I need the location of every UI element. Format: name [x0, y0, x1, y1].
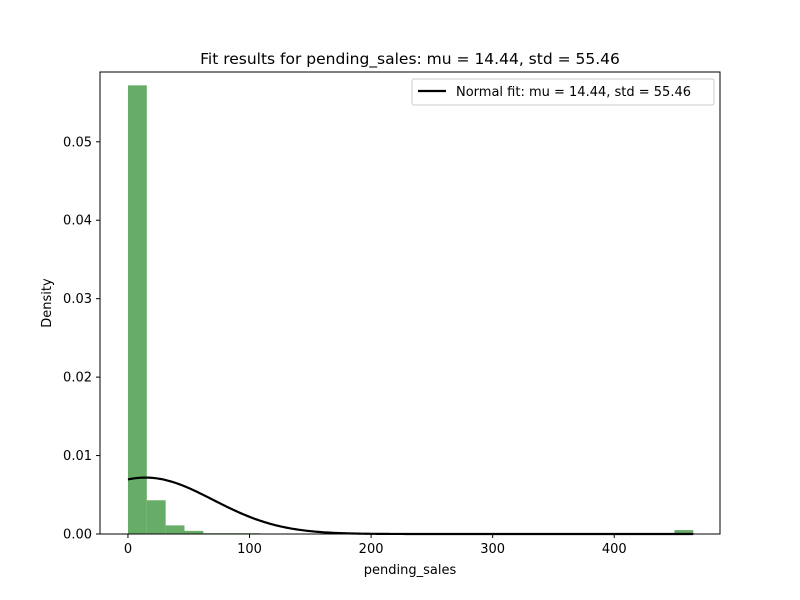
histogram-bar	[184, 530, 204, 534]
y-tick-label: 0.04	[63, 214, 92, 229]
histogram-bar	[127, 85, 147, 534]
x-tick-label: 400	[602, 542, 627, 557]
y-tick-label: 0.05	[63, 135, 92, 150]
legend-box	[411, 78, 715, 106]
x-tick-label: 0	[124, 542, 132, 557]
x-tick-label: 200	[359, 542, 384, 557]
y-axis-ticks: 0.00 0.01 0.02 0.03 0.04 0.05	[63, 135, 100, 543]
histogram-bars	[127, 85, 694, 534]
y-tick-label: 0.01	[63, 449, 92, 464]
x-axis-ticks: 0 100 200 300 400	[124, 534, 627, 557]
y-tick-label: 0.02	[63, 371, 92, 386]
x-axis-label: pending_sales	[364, 563, 457, 578]
x-tick-label: 100	[237, 542, 262, 557]
y-tick-label: 0.03	[63, 292, 92, 307]
legend: Normal fit: mu = 14.44, std = 55.46	[411, 78, 715, 106]
y-axis-label: Density	[40, 278, 55, 328]
histogram-bar	[146, 500, 166, 534]
histogram-bar	[674, 530, 694, 534]
plot-area-frame	[99, 71, 721, 535]
chart-title: Fit results for pending_sales: mu = 14.4…	[200, 50, 620, 69]
y-tick-label: 0.00	[63, 528, 92, 543]
x-tick-label: 300	[480, 542, 505, 557]
legend-label: Normal fit: mu = 14.44, std = 55.46	[456, 85, 691, 100]
histogram-bar	[165, 525, 185, 534]
